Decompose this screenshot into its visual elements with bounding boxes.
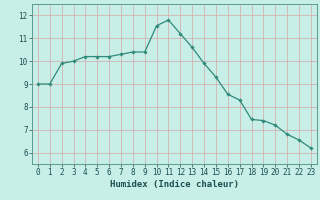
X-axis label: Humidex (Indice chaleur): Humidex (Indice chaleur) [110,180,239,189]
